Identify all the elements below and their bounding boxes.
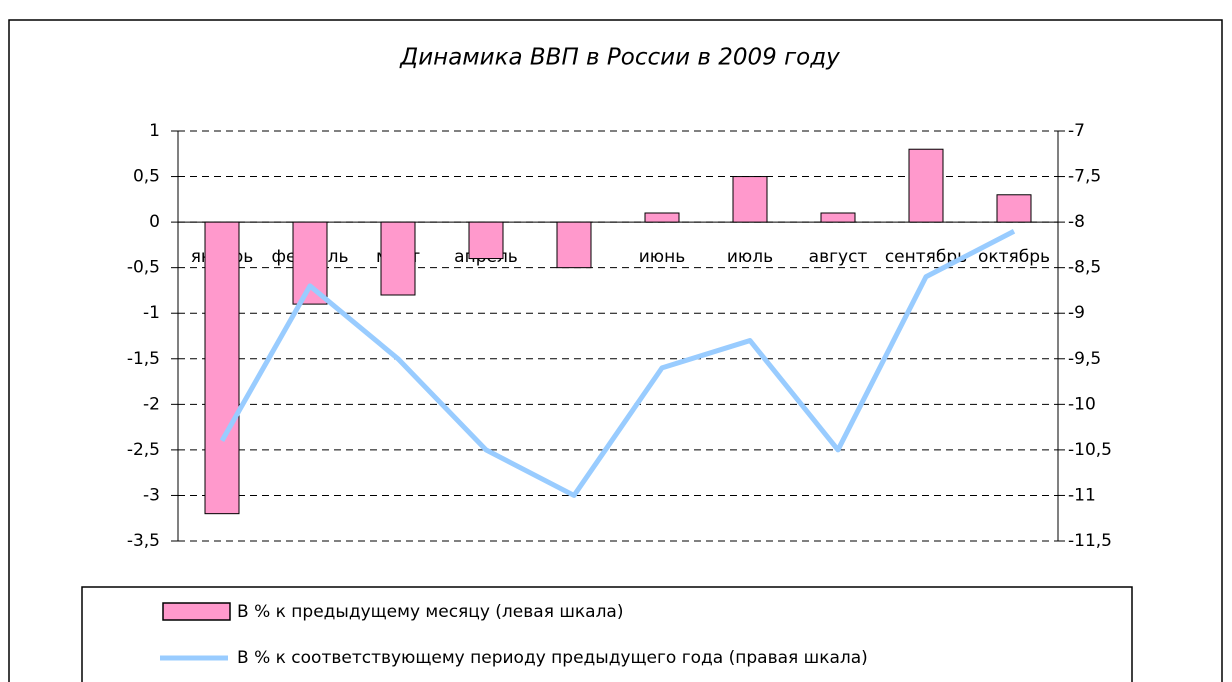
bar bbox=[820, 212, 856, 223]
x-tick-label: сентябрь bbox=[885, 247, 967, 267]
y2-tick-label: -8,5 bbox=[1068, 258, 1101, 278]
y-tick-label: -1 bbox=[143, 303, 160, 323]
bar bbox=[732, 176, 768, 223]
bar bbox=[644, 212, 680, 223]
y2-tick-label: -9,5 bbox=[1068, 349, 1101, 369]
bar bbox=[468, 221, 504, 260]
y2-tick-label: -11 bbox=[1068, 485, 1096, 505]
y-tick-label: -0,5 bbox=[127, 258, 160, 278]
y2-tick-label: -9 bbox=[1068, 303, 1085, 323]
legend-label: В % к предыдущему месяцу (левая шкала) bbox=[237, 602, 623, 622]
line bbox=[219, 229, 1016, 498]
bar bbox=[556, 221, 592, 269]
y-tick-label: -3 bbox=[143, 485, 160, 505]
y-tick-label: 1 bbox=[149, 121, 160, 141]
y2-tick-label: -11,5 bbox=[1068, 531, 1112, 551]
y2-tick-label: -7 bbox=[1068, 121, 1085, 141]
legend-swatch bbox=[162, 602, 231, 621]
y-tick-label: 0 bbox=[149, 212, 160, 232]
bar bbox=[996, 194, 1032, 223]
y2-tick-label: -10,5 bbox=[1068, 440, 1112, 460]
legend-label: В % к соответствующему периоду предыдуще… bbox=[237, 648, 868, 668]
y-tick-label: -1,5 bbox=[127, 349, 160, 369]
y2-tick-label: -8 bbox=[1068, 212, 1085, 232]
y2-tick-label: -7,5 bbox=[1068, 167, 1101, 187]
y-tick-label: -3,5 bbox=[127, 531, 160, 551]
y-tick-label: -2 bbox=[143, 394, 160, 414]
x-tick-label: октябрь bbox=[978, 247, 1050, 267]
legend bbox=[81, 586, 1133, 682]
bar bbox=[204, 221, 240, 515]
x-tick-label: август bbox=[809, 247, 868, 267]
bar bbox=[380, 221, 416, 296]
y-tick-label: 0,5 bbox=[133, 167, 160, 187]
y2-tick-label: -10 bbox=[1068, 394, 1096, 414]
y-tick-label: -2,5 bbox=[127, 440, 160, 460]
chart-frame bbox=[8, 19, 1223, 682]
bar bbox=[292, 221, 328, 305]
x-tick-label: июнь bbox=[639, 247, 686, 267]
x-tick-label: июль bbox=[727, 247, 773, 267]
chart-title: Динамика ВВП в России в 2009 году bbox=[399, 45, 840, 71]
bar bbox=[908, 148, 944, 223]
